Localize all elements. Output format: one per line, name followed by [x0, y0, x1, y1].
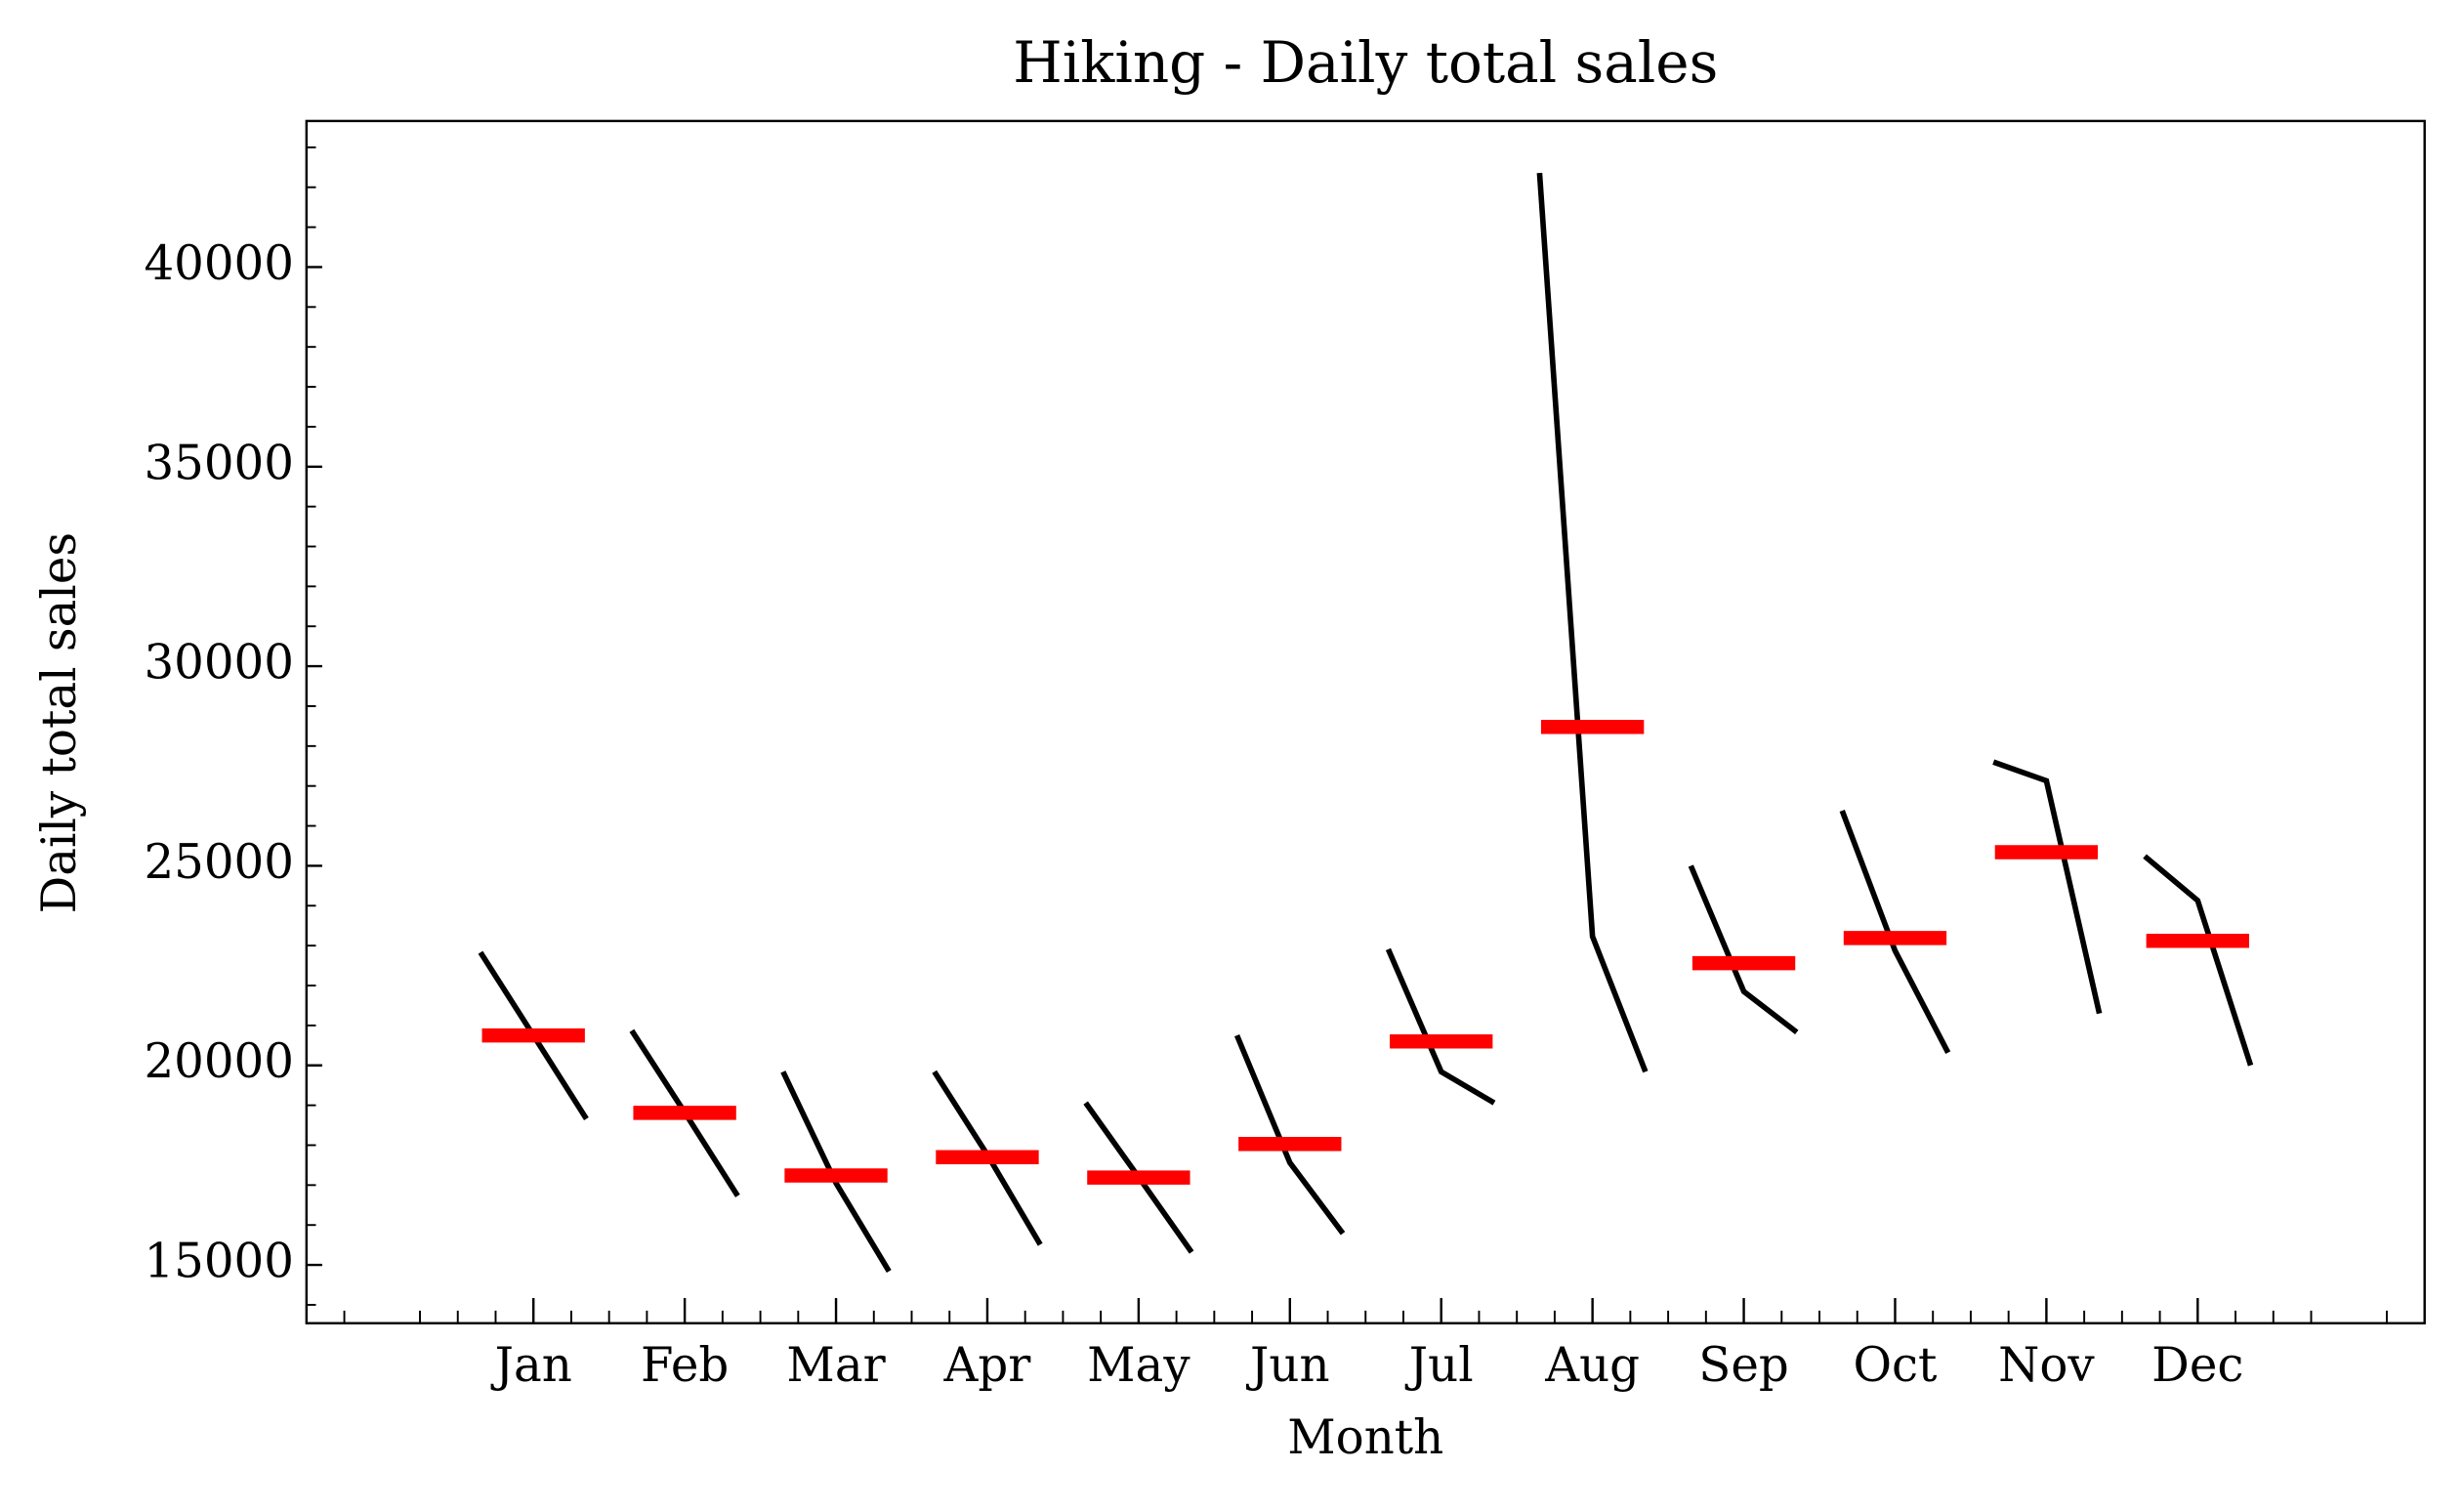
x-tick-label: May: [1087, 1338, 1190, 1393]
x-tick-label: Jan: [490, 1338, 572, 1393]
x-axis-label: Month: [1287, 1410, 1443, 1465]
subseries-line: [1233, 1034, 1346, 1236]
y-axis-label: Daily total sales: [32, 532, 87, 914]
subseries-line: [780, 1070, 892, 1274]
x-tick-label: Sep: [1698, 1338, 1789, 1393]
x-tick-label: Mar: [786, 1338, 886, 1393]
subseries-line: [1839, 810, 1951, 1054]
x-tick-label: Jun: [1245, 1338, 1330, 1393]
y-tick-label: 40000: [144, 236, 293, 291]
subseries-line: [1992, 759, 2103, 1015]
subseries-line: [1536, 172, 1649, 1073]
x-tick-label: Feb: [641, 1338, 729, 1393]
x-tick-label: Jul: [1404, 1338, 1474, 1393]
x-tick-label: Dec: [2151, 1338, 2243, 1393]
x-tick-label: Apr: [943, 1338, 1032, 1393]
x-tick-label: Oct: [1853, 1338, 1938, 1393]
subseries-line: [2143, 854, 2254, 1067]
y-tick-label: 35000: [144, 436, 293, 490]
subseries-line: [1385, 947, 1496, 1106]
x-tick-label: Aug: [1544, 1338, 1640, 1393]
chart-title: Hiking - Daily total sales: [1013, 29, 1718, 96]
axes-frame: [305, 119, 2426, 1324]
y-tick-label: 25000: [144, 835, 293, 890]
y-tick-label: 30000: [144, 636, 293, 691]
x-tick-label: Nov: [1998, 1338, 2095, 1393]
y-tick-label: 15000: [144, 1235, 293, 1289]
y-tick-label: 20000: [144, 1034, 293, 1089]
subseries-line: [1688, 864, 1799, 1035]
